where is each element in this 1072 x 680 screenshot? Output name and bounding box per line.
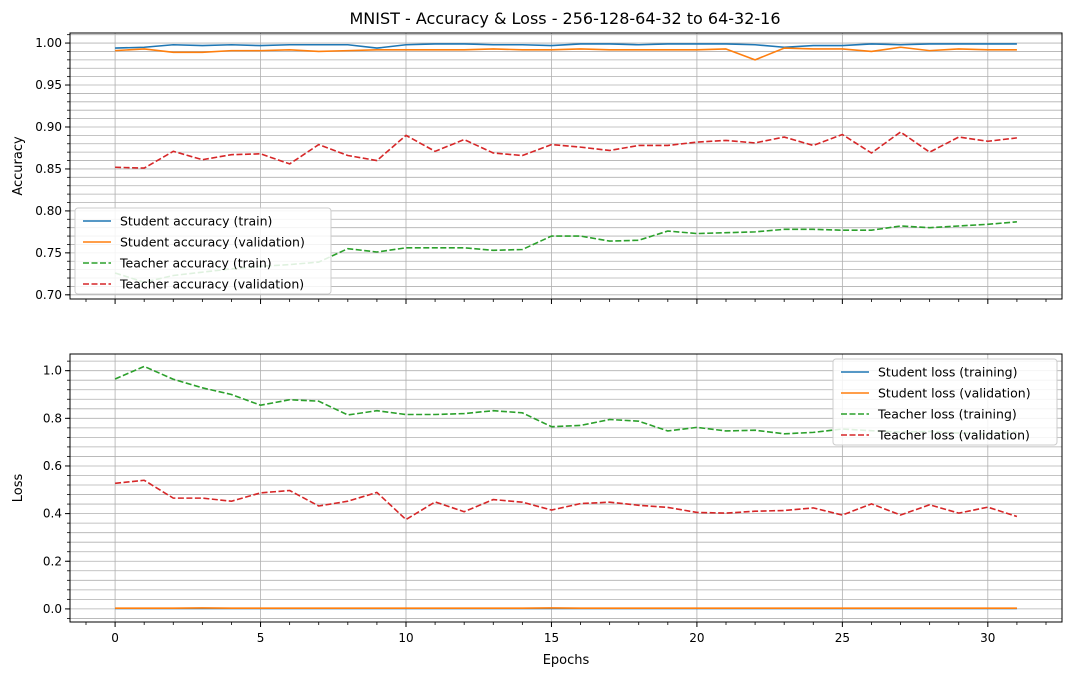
y-tick-label: 1.0 xyxy=(43,364,62,378)
y-tick-label: 0.70 xyxy=(35,288,62,302)
chart-title: MNIST - Accuracy & Loss - 256-128-64-32 … xyxy=(349,9,780,28)
y-tick-label: 0.80 xyxy=(35,204,62,218)
y-tick-label: 0.0 xyxy=(43,602,62,616)
y-tick-label: 0.90 xyxy=(35,120,62,134)
x-tick-label: 0 xyxy=(111,631,119,645)
x-tick-label: 20 xyxy=(689,631,704,645)
legend: Student accuracy (train) Student accuracy… xyxy=(75,208,331,294)
y-axis-label: Loss xyxy=(11,474,26,503)
legend-label: Teacher loss (validation) xyxy=(877,428,1030,443)
x-axis-label: Epochs xyxy=(543,653,590,668)
x-tick-label: 15 xyxy=(544,631,559,645)
chart-panel-2: 0 5 10 15 20 25 30 0.0 0.2 0.4 0.6 0.8 1.0 Loss Epochs… xyxy=(11,354,1062,668)
y-tick-label: 0.8 xyxy=(43,411,62,425)
x-tick-label: 5 xyxy=(257,631,265,645)
legend-label: Student accuracy (validation) xyxy=(120,235,305,250)
y-tick-label: 0.95 xyxy=(35,78,62,92)
legend-label: Student loss (validation) xyxy=(878,386,1031,401)
x-tick-label: 10 xyxy=(398,631,413,645)
y-tick-label: 0.6 xyxy=(43,459,62,473)
y-tick-label: 0.85 xyxy=(35,162,62,176)
chart-panel-1: 0.70 0.75 0.80 0.85 0.90 0.95 1.00 Accuracy Stud… xyxy=(11,33,1062,304)
y-tick-label: 0.2 xyxy=(43,554,62,568)
y-tick-label: 1.00 xyxy=(35,36,62,50)
x-tick-label: 25 xyxy=(835,631,850,645)
legend-label: Teacher accuracy (validation) xyxy=(119,277,304,292)
x-tick-label: 30 xyxy=(980,631,995,645)
legend-label: Teacher accuracy (train) xyxy=(119,256,272,271)
y-axis-label: Accuracy xyxy=(11,136,26,196)
legend-label: Student accuracy (train) xyxy=(120,214,272,229)
y-tick-label: 0.4 xyxy=(43,507,62,521)
legend: Student loss (training) Student loss (val… xyxy=(833,359,1057,445)
legend-label: Student loss (training) xyxy=(878,365,1017,380)
y-tick-label: 0.75 xyxy=(35,246,62,260)
legend-label: Teacher loss (training) xyxy=(877,407,1017,422)
